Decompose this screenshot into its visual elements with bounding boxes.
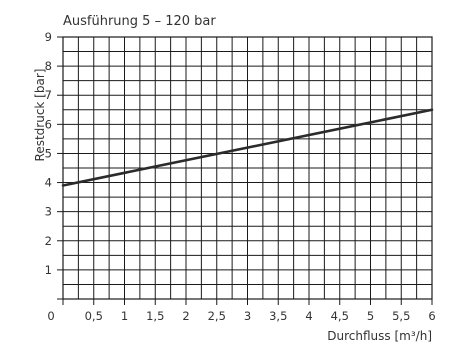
x-tick-label: 5,5 — [392, 309, 410, 323]
x-tick-label: 3,5 — [269, 309, 287, 323]
series-line — [61, 108, 434, 187]
chart-title: Ausführung 5 – 120 bar — [63, 14, 216, 29]
x-tick-label: 2 — [182, 309, 189, 323]
y-tick-label: 2 — [45, 234, 52, 248]
y-axis-label: Restdruck [bar] — [33, 69, 47, 162]
x-tick-label: 3 — [244, 309, 251, 323]
y-tick-label: 9 — [45, 30, 52, 44]
x-tick-label: 5 — [367, 309, 374, 323]
x-tick-label: 6 — [428, 309, 435, 323]
y-tick-label: 7 — [45, 88, 52, 102]
x-tick-label: 1 — [121, 309, 128, 323]
x-tick-label: 4,5 — [331, 309, 349, 323]
y-tick-label: 1 — [45, 263, 52, 277]
x-tick-label: 2,5 — [208, 309, 226, 323]
x-tick-labels: 0 0,5 1 1,5 2 2,5 3 3,5 4 4,5 5 5,5 6 — [47, 309, 435, 323]
y-tick-label: 8 — [45, 59, 52, 73]
x-axis-label: Durchfluss [m³/h] — [327, 329, 432, 343]
y-tick-labels: 1 2 3 4 5 6 7 8 9 — [45, 30, 52, 277]
y-tick-label: 4 — [45, 176, 52, 190]
y-tick-label: 6 — [45, 117, 52, 131]
x-tick-label: 1,5 — [146, 309, 164, 323]
y-tick-label: 5 — [45, 146, 52, 160]
series-layer — [61, 108, 434, 187]
x-tick-label: 4 — [305, 309, 312, 323]
chart-grid — [57, 36, 433, 305]
x-tick-label: 0 — [47, 309, 54, 323]
y-tick-label: 3 — [45, 205, 52, 219]
x-tick-label: 0,5 — [85, 309, 103, 323]
